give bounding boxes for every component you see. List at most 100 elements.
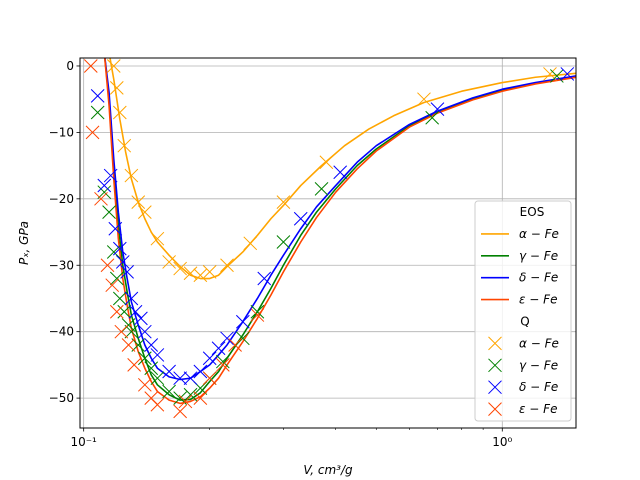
legend-marker-swatch xyxy=(488,402,502,416)
q-data-point xyxy=(124,168,139,183)
q-data-point xyxy=(131,338,146,352)
q-data-point xyxy=(235,331,250,346)
q-data-point xyxy=(183,387,198,402)
eos-series-line xyxy=(104,58,576,381)
q-data-point xyxy=(173,261,187,276)
legend-label: γ − Fe xyxy=(519,358,558,372)
q-data-point xyxy=(112,105,127,120)
x-axis: 10⁻¹ 10⁰ xyxy=(70,428,513,449)
y-axis: 0 −10 −20 −30 −40 −50 xyxy=(49,59,80,405)
q-data-point xyxy=(150,397,165,412)
eos-series-line xyxy=(109,58,576,280)
legend-q-title: Q xyxy=(520,315,529,329)
q-data-point xyxy=(319,155,334,170)
q-data-point xyxy=(85,125,100,140)
legend: EOS α − Fe γ − Fe δ − Fe ε − Fe Qα − Fe γ − Fe… xyxy=(474,200,572,422)
eos-lines xyxy=(103,58,576,405)
q-data-point xyxy=(97,185,112,200)
q-data-point xyxy=(117,138,132,153)
q-data-point xyxy=(94,191,108,206)
q-data-point xyxy=(193,391,208,405)
q-data-point xyxy=(112,291,127,306)
q-data-point xyxy=(162,364,176,379)
q-data-point xyxy=(103,168,118,183)
q-data-point xyxy=(220,258,234,273)
q-data-point xyxy=(560,67,575,81)
q-data-point xyxy=(150,371,165,386)
q-data-point xyxy=(257,271,272,286)
q-data-point xyxy=(193,268,208,283)
q-data-point xyxy=(137,324,152,339)
q-data-point xyxy=(117,304,132,319)
q-data-point xyxy=(144,338,159,352)
q-data-point xyxy=(150,348,165,362)
eos-series-line xyxy=(104,58,576,401)
q-data-point xyxy=(150,231,165,246)
q-data-point xyxy=(193,364,208,379)
plot-frame xyxy=(79,57,577,429)
legend-label: α − Fe xyxy=(519,227,559,241)
q-data-point xyxy=(293,211,308,226)
q-data-point xyxy=(144,361,159,376)
q-data-point xyxy=(127,358,142,372)
q-data-point xyxy=(114,324,129,339)
q-data-point xyxy=(276,235,291,249)
legend-label: α − Fe xyxy=(519,336,559,350)
q-data-point xyxy=(202,351,217,366)
q-data-point xyxy=(220,331,234,346)
q-data-point xyxy=(215,358,230,372)
x-tick-label: 10⁻¹ xyxy=(70,435,97,449)
q-data-point xyxy=(215,354,230,369)
eos-series-line xyxy=(103,58,576,405)
q-data-point xyxy=(112,241,127,256)
q-data-point xyxy=(425,110,440,125)
q-data-point xyxy=(124,324,139,339)
q-data-point xyxy=(333,165,348,180)
q-data-point xyxy=(90,89,105,103)
q-data-point xyxy=(106,245,121,259)
q-data-point xyxy=(109,304,124,319)
q-data-point xyxy=(183,266,198,281)
q-data-point xyxy=(202,265,217,279)
q-data-point xyxy=(314,182,329,196)
q-data-point xyxy=(137,377,152,392)
y-tick-label: 0 xyxy=(66,59,74,73)
q-data-point xyxy=(121,338,136,352)
legend-marker-swatch xyxy=(488,336,502,351)
y-tick-label: −40 xyxy=(49,325,74,339)
q-data-point xyxy=(90,105,105,120)
y-axis-label: Pₓ, GPa xyxy=(17,221,31,265)
y-tick-label: −30 xyxy=(49,258,74,272)
q-data-point xyxy=(137,351,152,366)
q-data-point xyxy=(124,291,139,306)
q-data-point xyxy=(243,236,258,251)
q-data-point xyxy=(105,278,120,293)
legend-label: ε − Fe xyxy=(519,402,557,416)
q-data-point xyxy=(97,178,112,193)
legend-label: δ − Fe xyxy=(519,380,558,394)
q-data-point xyxy=(115,255,130,269)
x-axis-label: V, cm³/g xyxy=(303,463,353,477)
legend-label: δ − Fe xyxy=(519,271,558,285)
q-data-point xyxy=(109,81,124,95)
y-tick-label: −50 xyxy=(49,391,74,405)
q-data-point xyxy=(235,314,250,329)
q-data-point xyxy=(108,221,123,236)
q-data-point xyxy=(128,304,143,319)
q-data-point xyxy=(106,59,121,73)
q-data-point xyxy=(162,255,176,269)
legend-eos-title: EOS xyxy=(520,205,545,219)
q-data-point xyxy=(102,205,116,219)
q-data-point xyxy=(178,394,193,409)
q-data-point xyxy=(120,265,134,279)
q-data-point xyxy=(211,341,226,356)
q-data-point xyxy=(202,371,217,386)
q-data-point xyxy=(109,271,124,286)
legend-marker-swatch xyxy=(488,380,502,395)
legend-marker-swatch xyxy=(488,358,502,373)
q-data-point xyxy=(228,338,242,352)
q-data-point xyxy=(250,304,265,319)
q-data-point xyxy=(173,371,187,386)
q-data-point xyxy=(134,311,148,326)
